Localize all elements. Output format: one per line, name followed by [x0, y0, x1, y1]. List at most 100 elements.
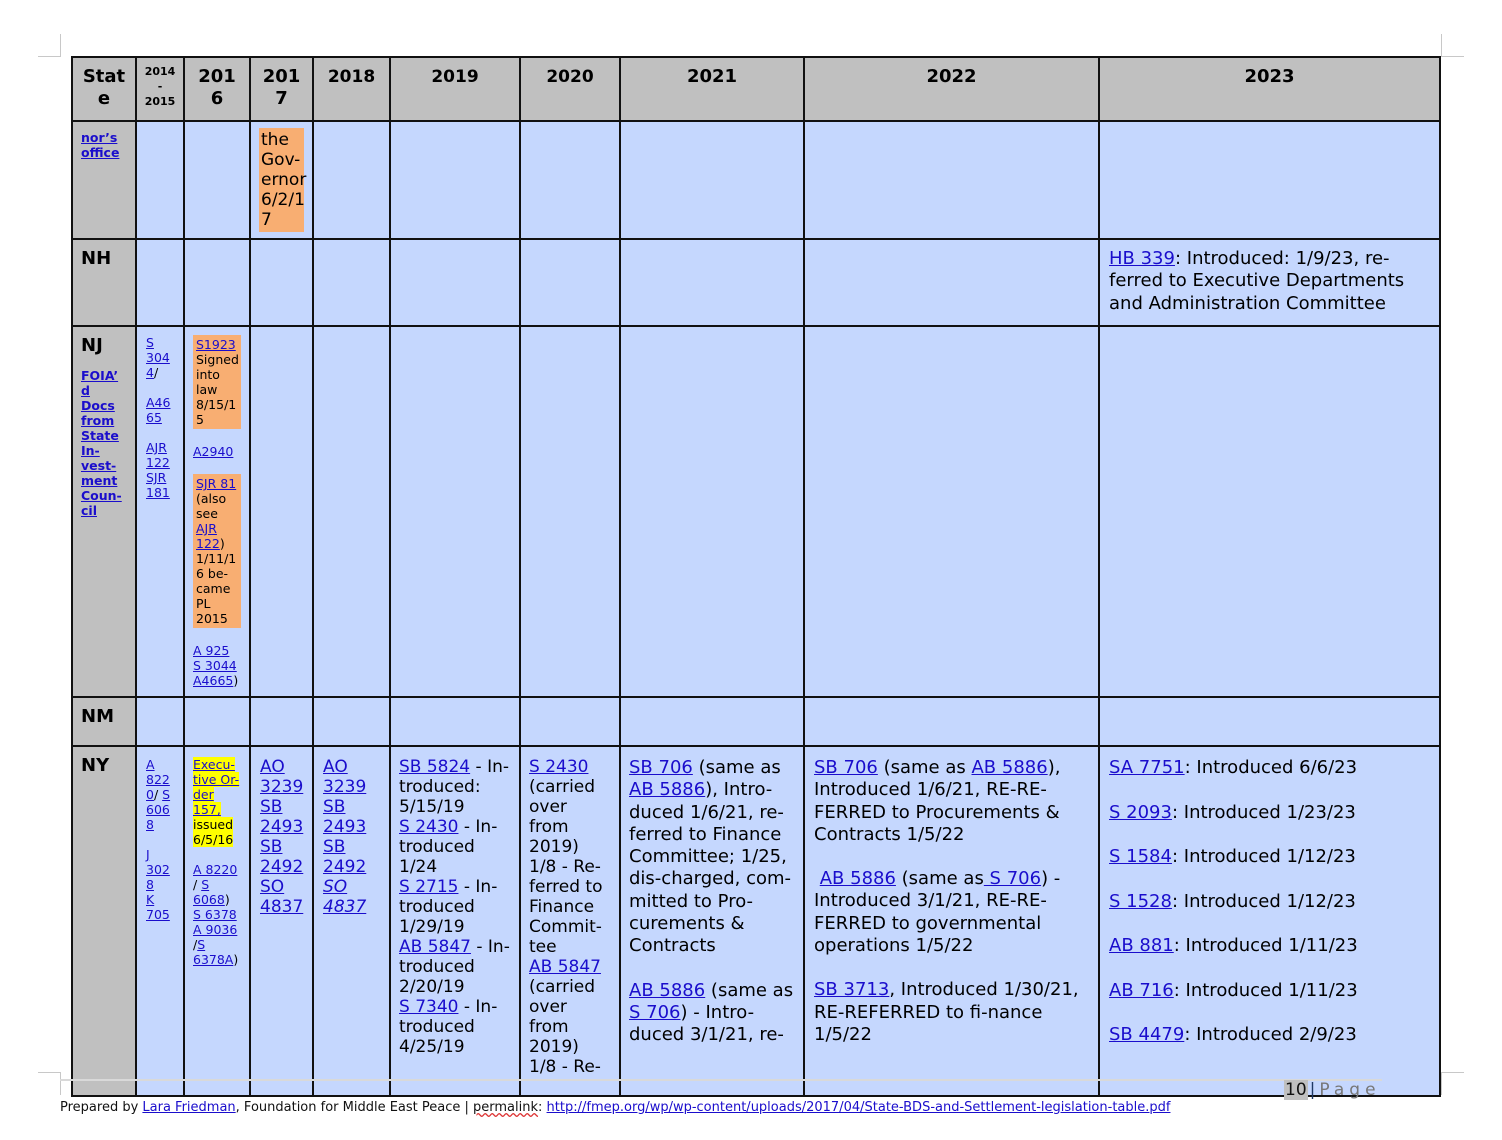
- bill-link[interactable]: AB 881: [1109, 935, 1174, 956]
- bill-link[interactable]: A 9036: [193, 922, 238, 937]
- state-abbr: NJ: [81, 335, 103, 356]
- header-row: Stat e 2014-2015 201 6 201 7 2018 2019 2020…: [71, 56, 1441, 122]
- state-abbr: NY: [81, 755, 110, 776]
- page-corner-mark: [1441, 1072, 1464, 1095]
- cell-2014: A 822 0/ S 606 8 J 302 8 K 705: [135, 745, 185, 1097]
- bill-link[interactable]: S 1584: [1109, 846, 1172, 867]
- bill-link[interactable]: AB 5886: [971, 757, 1048, 778]
- bill-link[interactable]: AB 716: [1109, 979, 1174, 1001]
- page-number: 10 | Page: [1284, 1080, 1381, 1100]
- bill-link[interactable]: K 705: [146, 892, 170, 922]
- cell-2023: SA 7751: Introduced 6/6/23 S 2093: Intro…: [1098, 745, 1441, 1097]
- cell-2019: SB 5824 - In-troduced: 5/15/19 S 2430 - …: [389, 745, 521, 1097]
- footer-divider: [60, 1079, 1382, 1081]
- cell-2017: AO 3239 SB 2493 SB 2492 SO 4837: [249, 745, 314, 1097]
- bill-link[interactable]: S 2430: [399, 817, 459, 837]
- bill-link[interactable]: AB 5847: [529, 957, 601, 977]
- author-link[interactable]: Lara Friedman: [142, 1100, 236, 1115]
- bill-link[interactable]: S 706: [629, 1001, 681, 1023]
- table-row-continued: nor’s office the Gov-ernor 6/2/1 7: [71, 120, 1441, 240]
- bill-link[interactable]: AB 5847: [399, 937, 471, 957]
- cell-2014: S 304 4/ A46 65 AJR 122 SJR 181: [135, 325, 185, 698]
- header-2023: 2023: [1098, 56, 1441, 122]
- state-cell: NJ FOIA’ d Docs from State In-vest-ment Coun-c…: [71, 325, 137, 698]
- header-2021: 2021: [619, 56, 805, 122]
- cell-2017: the Gov-ernor 6/2/1 7: [249, 120, 314, 240]
- foia-docs-link[interactable]: FOIA’ d Docs from State In-vest-ment Coun-cil: [81, 368, 122, 518]
- highlighted-status: the Gov-ernor 6/2/1 7: [259, 128, 307, 232]
- cell-2016: S1923 Signed into law 8/15/1 5 A2940 SJR 81 …: [183, 325, 251, 698]
- bill-link[interactable]: SJR 181: [146, 470, 170, 500]
- cell-2019: [389, 120, 521, 240]
- cell-2014: [135, 120, 185, 240]
- bill-link[interactable]: S 304 4: [146, 335, 170, 380]
- bill-link[interactable]: S 1528: [1109, 890, 1172, 912]
- bill-link[interactable]: SB 4479: [1109, 1024, 1185, 1045]
- bill-link[interactable]: SB 2493: [260, 797, 304, 837]
- bill-link[interactable]: A 925: [193, 643, 230, 658]
- cell-2018: [312, 120, 391, 240]
- table-row-ny: NY A 822 0/ S 606 8 J 302 8 K 705 Execu-tive Or…: [71, 745, 1441, 1097]
- executive-order-link[interactable]: Execu-tive Or-der 157,: [193, 757, 240, 817]
- bill-link[interactable]: A 8220: [193, 862, 238, 877]
- bill-link[interactable]: SA 7751: [1109, 757, 1185, 778]
- bill-link[interactable]: S 2715: [399, 877, 459, 897]
- cell-2023: HB 339: Introduced: 1/9/23, re-ferred to…: [1098, 238, 1441, 327]
- bill-link[interactable]: AB 5886: [819, 868, 896, 890]
- cell-2016: Execu-tive Or-der 157, issued 6/5/16 A 8220…: [183, 745, 251, 1097]
- bill-link[interactable]: S 2430: [529, 757, 589, 777]
- bill-link[interactable]: SJR 81: [196, 476, 237, 491]
- bill-link[interactable]: HB 339: [1109, 248, 1175, 269]
- bill-link[interactable]: J 302 8: [146, 847, 170, 892]
- footer: Prepared by Lara Friedman, Foundation fo…: [60, 1100, 1171, 1115]
- bill-link[interactable]: SB 3713: [814, 979, 890, 1001]
- bill-link[interactable]: S 706: [983, 868, 1042, 890]
- bill-link[interactable]: A4665: [193, 673, 234, 688]
- cell-2020: [519, 120, 621, 240]
- cell-2021: SB 706 (same as AB 5886), Intro-duced 1/…: [619, 745, 805, 1097]
- bill-link[interactable]: AO 3239: [323, 757, 367, 797]
- bill-link[interactable]: AJR 122: [196, 521, 220, 551]
- bill-link[interactable]: S 6378A: [193, 937, 234, 967]
- page-corner-mark: [1441, 34, 1464, 57]
- bill-link[interactable]: SB 5824: [399, 757, 471, 777]
- state-cell: NM: [71, 696, 137, 747]
- highlighted-status: Execu-tive Or-der 157, issued 6/5/16: [193, 757, 240, 847]
- bill-link[interactable]: SB 2493: [323, 797, 367, 837]
- permalink-url-link[interactable]: http://fmep.org/wp/wp-content/uploads/20…: [546, 1100, 1171, 1115]
- header-2014-2015: 2014-2015: [135, 56, 185, 122]
- state-cell: nor’s office: [71, 120, 137, 240]
- bill-link[interactable]: A 822 0: [146, 757, 170, 802]
- bill-link[interactable]: AB 5886: [629, 779, 706, 801]
- header-2019: 2019: [389, 56, 521, 122]
- bill-link[interactable]: SB 706: [629, 757, 693, 778]
- bill-link[interactable]: S 2093: [1109, 801, 1172, 823]
- bill-link[interactable]: S 6378: [193, 907, 237, 922]
- governors-office-link[interactable]: nor’s office: [81, 130, 120, 160]
- page-corner-mark: [38, 1072, 61, 1095]
- bill-link[interactable]: AB 5886: [629, 979, 706, 1001]
- bill-link[interactable]: SB 2492: [323, 837, 367, 877]
- state-abbr: NM: [81, 706, 114, 727]
- cell-2018: AO 3239 SB 2493 SB 2492 SO 4837: [312, 745, 391, 1097]
- header-2018: 2018: [312, 56, 391, 122]
- header-2017: 201 7: [249, 56, 314, 122]
- bill-link[interactable]: S1923: [196, 337, 236, 352]
- bill-link[interactable]: S 7340: [399, 997, 459, 1017]
- cell-2023: [1098, 120, 1441, 240]
- bill-link[interactable]: S 3044: [193, 658, 237, 673]
- bill-link[interactable]: SB 2492: [260, 837, 304, 877]
- header-2020: 2020: [519, 56, 621, 122]
- bill-link[interactable]: SO 4837: [323, 877, 367, 917]
- bill-link[interactable]: A2940: [193, 444, 234, 459]
- state-abbr: NH: [81, 248, 112, 269]
- cell-2022: [803, 120, 1100, 240]
- bill-link[interactable]: AO 3239: [260, 757, 304, 797]
- bill-link[interactable]: SB 706: [814, 757, 878, 778]
- cell-2020: S 2430 (carried over from 2019) 1/8 - Re…: [519, 745, 621, 1097]
- bill-link[interactable]: SO 4837: [260, 877, 304, 917]
- bill-link[interactable]: AJR 122: [146, 440, 170, 470]
